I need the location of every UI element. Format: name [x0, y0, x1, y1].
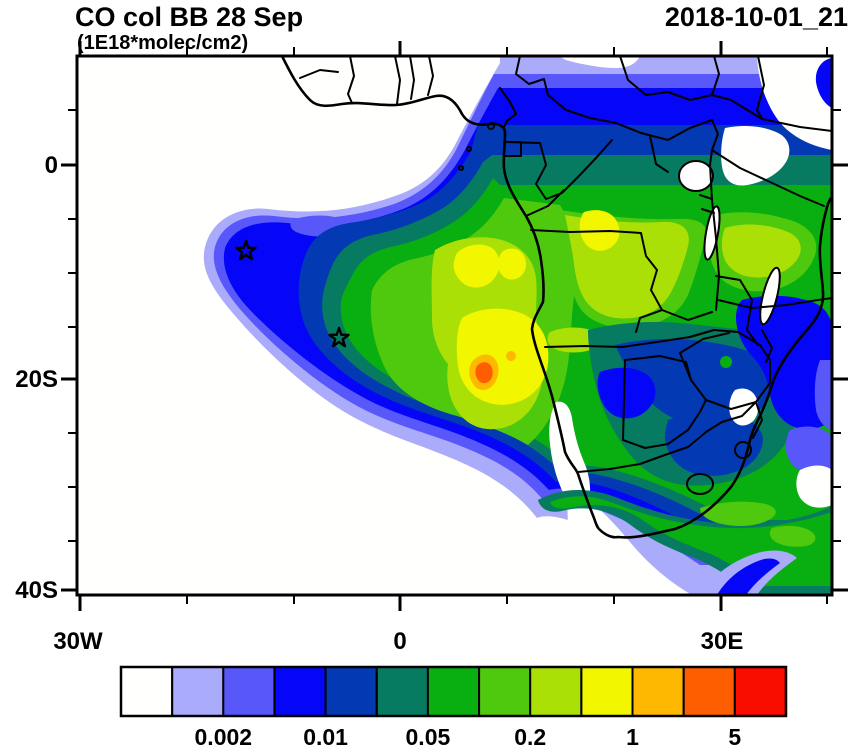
colorbar-label-1: 1: [626, 724, 639, 750]
botswana-namibia-borders: [622, 355, 707, 449]
southeast-blue-streak: [717, 558, 780, 595]
lesotho-ring: [686, 473, 714, 495]
eswatini-ring: [734, 441, 752, 459]
sao-tome-island: [466, 146, 472, 152]
colorbar-cell: [478, 666, 532, 717]
colorbar-label-0002: 0.002: [195, 724, 253, 750]
southeast-band-brightgreen-b: [769, 525, 816, 547]
principe-island: [458, 165, 464, 171]
southeast-band-brightgreen-a: [700, 501, 776, 526]
south-africa-borders: [577, 401, 763, 473]
country-borders: [299, 56, 832, 495]
white-pocket-southeast: [796, 465, 832, 508]
y-tick-label-20s: 20S: [15, 366, 58, 393]
gabon-congo-borders: [504, 139, 613, 217]
colorbar-cell: [120, 666, 174, 717]
y-tick-label-0: 0: [45, 152, 58, 179]
africa-coastline: [280, 56, 832, 539]
contour-level9-blob-main: [456, 308, 549, 405]
colorbar-label-02: 0.2: [514, 724, 546, 750]
colorbar-cell: [580, 666, 634, 717]
west-africa-borders: [299, 56, 434, 105]
white-hole-kenya: [721, 126, 790, 186]
major-ticks: [61, 41, 848, 611]
colorbar-cell: [733, 666, 787, 717]
contour-field: [203, 56, 832, 595]
drc-borders: [530, 119, 720, 321]
x-tick-label-30w: 30W: [53, 628, 103, 655]
lake-victoria: [678, 160, 714, 192]
x-tick-label-30e: 30E: [701, 628, 744, 655]
corner-blue-streak: [815, 58, 832, 108]
contour-level9-blob-b: [498, 248, 526, 280]
colorbar-label-005: 0.05: [406, 724, 451, 750]
map-plot-area: [77, 56, 832, 595]
y-tick-label-40s: 40S: [15, 577, 58, 604]
contour-level9-blob-a: [453, 244, 500, 288]
white-wedge-south-africa: [567, 486, 692, 595]
southeast-violet-fringe: [785, 426, 832, 475]
colorbar-label-001: 0.01: [303, 724, 348, 750]
colorbar-outline: [119, 665, 788, 718]
star-marker-1: [235, 239, 257, 261]
minor-ticks: [68, 47, 841, 604]
colorbar-cell: [324, 666, 378, 717]
colorbar-cell: [529, 666, 583, 717]
zimbabwe-ring: [679, 329, 771, 410]
star-marker-2: [328, 326, 350, 348]
plot-title: CO col BB 28 Sep: [75, 2, 303, 32]
colorbar-cell: [222, 666, 276, 717]
contour-level8-tanzania-patch: [721, 224, 801, 278]
colorbar-cell: [171, 666, 225, 717]
plot-units-label: (1E18*molec/cm2): [77, 32, 248, 54]
plot-timestamp: 2018-10-01_21: [665, 2, 848, 32]
colorbar-cell: [273, 666, 327, 717]
colorbar-cell: [426, 666, 481, 717]
white-hole-top-right: [757, 56, 832, 150]
channel-violet-strip: [814, 360, 832, 430]
lake-tanganyika: [703, 205, 721, 261]
colorbar-cell: [682, 666, 736, 717]
east-africa-borders: [649, 135, 832, 363]
central-africa-borders: [499, 56, 832, 141]
colorbar-label-5: 5: [728, 724, 741, 750]
star-markers: [235, 239, 350, 348]
botswana-blue: [597, 367, 656, 419]
zimbabwe-green-speck: [720, 356, 732, 368]
contour-level11-core: [475, 362, 493, 384]
white-pocket-eswatini: [729, 388, 759, 426]
plot-frame: [75, 54, 834, 597]
colorbar-cell: [375, 666, 429, 717]
colorbar-cell: [631, 666, 685, 717]
lakes: [678, 160, 781, 326]
white-strip-top: [558, 56, 640, 68]
contour-level10-dot: [506, 351, 516, 361]
colorbar: 0.002 0.01 0.05 0.2 1 5: [119, 665, 788, 750]
bioko-island: [487, 122, 495, 130]
lake-malawi: [759, 266, 781, 326]
x-tick-label-0: 0: [393, 628, 406, 655]
